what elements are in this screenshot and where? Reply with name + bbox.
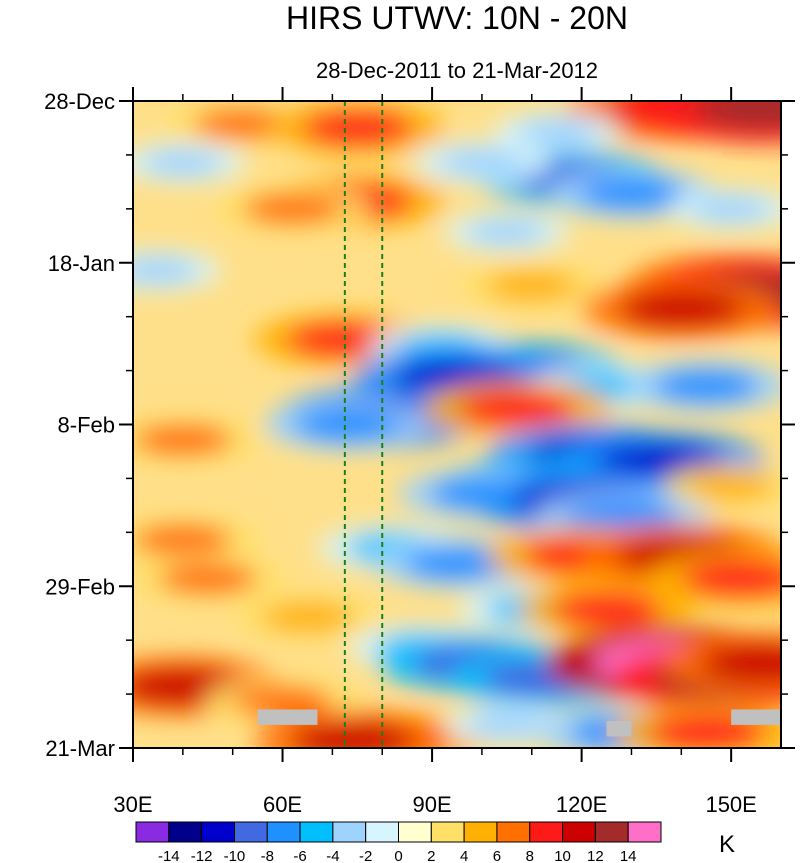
colorbar-box xyxy=(266,821,301,843)
anomaly-cell xyxy=(682,560,781,597)
anomaly-cell xyxy=(143,149,223,176)
colorbar-label: 12 xyxy=(587,848,604,863)
y-tick-label: 29-Feb xyxy=(45,574,115,599)
colorbar-label: 2 xyxy=(427,848,435,863)
colorbar-box xyxy=(135,821,170,843)
x-tick-label: 150E xyxy=(705,792,756,817)
anomaly-cell xyxy=(485,271,578,301)
anomaly-cell xyxy=(458,390,576,428)
anomaly-cell xyxy=(688,472,774,500)
anomaly-cell xyxy=(700,643,781,684)
anomaly-cell xyxy=(133,524,233,556)
anomaly-cell xyxy=(404,546,510,580)
colorbar-box xyxy=(299,821,334,843)
anomaly-cell xyxy=(233,686,332,718)
colorbar-label: -6 xyxy=(293,848,306,863)
anomaly-cell xyxy=(301,110,413,146)
missing-data-boxes xyxy=(257,709,781,737)
anomaly-cell xyxy=(694,101,781,131)
anomaly-cell xyxy=(550,592,663,627)
anomaly-cell xyxy=(133,424,233,456)
y-tick-label: 18-Jan xyxy=(48,251,115,276)
colorbar-label: -8 xyxy=(261,848,274,863)
y-tick-label: 21-Mar xyxy=(45,736,115,761)
anomaly-cell xyxy=(439,149,525,177)
missing-data-box xyxy=(257,709,318,725)
anomaly-cell xyxy=(579,177,684,210)
x-axis: 30E 60E 90E 120E 150E xyxy=(113,87,757,817)
anomaly-cell xyxy=(133,257,198,284)
colorbar: -14 -12 -10 -8 -6 -4 -2 0 2 4 6 8 10 12 14 xyxy=(135,821,662,863)
colorbar-label: -12 xyxy=(191,848,213,863)
colorbar-label: 6 xyxy=(493,848,501,863)
anomaly-cell xyxy=(467,712,547,738)
colorbar-box xyxy=(430,821,465,843)
colorbar-box xyxy=(463,821,498,843)
colorbar-label: 0 xyxy=(394,848,402,863)
anomaly-cell xyxy=(243,193,342,225)
anomaly-cell xyxy=(261,602,354,632)
missing-data-box xyxy=(731,709,781,725)
colorbar-label: 4 xyxy=(460,848,468,863)
colorbar-label: 8 xyxy=(526,848,534,863)
colorbar-box xyxy=(398,821,432,843)
y-tick-label: 8-Feb xyxy=(58,413,115,438)
missing-data-box xyxy=(606,721,632,737)
colorbar-label: -10 xyxy=(224,848,246,863)
colorbar-label: 14 xyxy=(620,848,637,863)
chart-title: HIRS UTWV: 10N - 20N xyxy=(286,0,628,36)
anomaly-cell xyxy=(158,563,257,594)
colorbar-box xyxy=(332,821,367,843)
colorbar-box xyxy=(201,821,235,843)
anomaly-cell xyxy=(517,119,597,145)
colorbar-box xyxy=(496,821,531,843)
y-tick-label: 28-Dec xyxy=(44,89,115,114)
x-tick-label: 90E xyxy=(412,792,451,817)
colorbar-box xyxy=(529,821,564,843)
anomaly-cell xyxy=(290,721,415,748)
colorbar-box xyxy=(233,821,268,843)
colorbar-label: -4 xyxy=(326,848,339,863)
anomaly-field xyxy=(133,101,781,748)
colorbar-label: -14 xyxy=(158,848,180,863)
anomaly-cell xyxy=(691,196,771,222)
anomaly-cell xyxy=(193,108,292,140)
colorbar-label: 10 xyxy=(554,848,571,863)
anomaly-cell xyxy=(619,289,744,328)
colorbar-units: K xyxy=(719,831,735,858)
colorbar-box xyxy=(365,821,399,843)
x-tick-label: 30E xyxy=(113,792,152,817)
colorbar-box xyxy=(627,821,662,843)
anomaly-cell xyxy=(653,369,759,403)
x-tick-label: 60E xyxy=(263,792,302,817)
colorbar-box xyxy=(562,821,596,843)
colorbar-box xyxy=(594,821,629,843)
anomaly-cell xyxy=(467,219,547,245)
x-tick-label: 120E xyxy=(556,792,607,817)
chart-subtitle: 28-Dec-2011 to 21-Mar-2012 xyxy=(316,58,598,83)
anomaly-cell xyxy=(294,408,400,441)
colorbar-box xyxy=(168,821,203,843)
y-axis: 28-Dec 18-Jan 8-Feb 29-Feb 21-Mar xyxy=(44,89,795,761)
colorbar-label: -2 xyxy=(359,848,372,863)
